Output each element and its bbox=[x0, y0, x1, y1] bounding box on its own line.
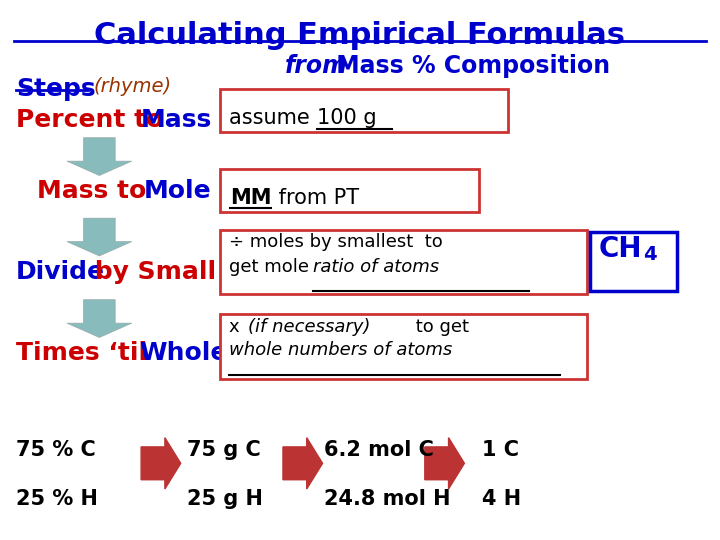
Text: x: x bbox=[229, 318, 251, 335]
Text: CH: CH bbox=[599, 235, 642, 264]
Text: get mole: get mole bbox=[229, 258, 315, 275]
Text: 4: 4 bbox=[643, 245, 657, 264]
FancyBboxPatch shape bbox=[220, 169, 479, 212]
Text: ÷ moles by smallest  to: ÷ moles by smallest to bbox=[229, 233, 443, 251]
Text: Steps: Steps bbox=[16, 77, 96, 100]
FancyBboxPatch shape bbox=[220, 89, 508, 132]
Text: by Small: by Small bbox=[86, 260, 217, 284]
Text: 24.8 mol H: 24.8 mol H bbox=[324, 489, 451, 509]
FancyBboxPatch shape bbox=[220, 230, 587, 294]
Text: Whole: Whole bbox=[139, 341, 228, 365]
Text: Mass: Mass bbox=[140, 108, 212, 132]
Text: Times ‘til: Times ‘til bbox=[16, 341, 156, 365]
FancyBboxPatch shape bbox=[590, 232, 677, 291]
Polygon shape bbox=[283, 437, 323, 489]
Text: (if necessary): (if necessary) bbox=[248, 318, 371, 335]
Text: 75 % C: 75 % C bbox=[16, 440, 96, 460]
Text: ratio of atoms: ratio of atoms bbox=[313, 258, 439, 275]
Polygon shape bbox=[425, 437, 464, 489]
Text: Mole: Mole bbox=[144, 179, 212, 203]
Text: 100 g: 100 g bbox=[317, 108, 377, 128]
Text: 4 H: 4 H bbox=[482, 489, 521, 509]
Text: Mass to: Mass to bbox=[37, 179, 156, 203]
Text: to get: to get bbox=[410, 318, 469, 335]
Text: (rhyme): (rhyme) bbox=[94, 77, 172, 96]
Text: 6.2 mol C: 6.2 mol C bbox=[324, 440, 434, 460]
Text: 1 C: 1 C bbox=[482, 440, 519, 460]
Text: 75 g C: 75 g C bbox=[187, 440, 261, 460]
FancyBboxPatch shape bbox=[220, 314, 587, 379]
Polygon shape bbox=[67, 138, 132, 176]
Text: whole numbers of atoms: whole numbers of atoms bbox=[229, 341, 452, 359]
Polygon shape bbox=[67, 218, 132, 256]
Text: 25 g H: 25 g H bbox=[187, 489, 263, 509]
Polygon shape bbox=[141, 437, 181, 489]
Text: from PT: from PT bbox=[272, 188, 359, 208]
Text: Mass % Composition: Mass % Composition bbox=[328, 54, 610, 78]
Text: Divide: Divide bbox=[16, 260, 105, 284]
Text: Percent to: Percent to bbox=[16, 108, 172, 132]
Text: MM: MM bbox=[230, 188, 272, 208]
Text: assume: assume bbox=[229, 108, 316, 128]
Polygon shape bbox=[67, 300, 132, 338]
Text: Calculating Empirical Formulas: Calculating Empirical Formulas bbox=[94, 21, 626, 50]
Text: from: from bbox=[284, 54, 347, 78]
Text: 25 % H: 25 % H bbox=[16, 489, 98, 509]
